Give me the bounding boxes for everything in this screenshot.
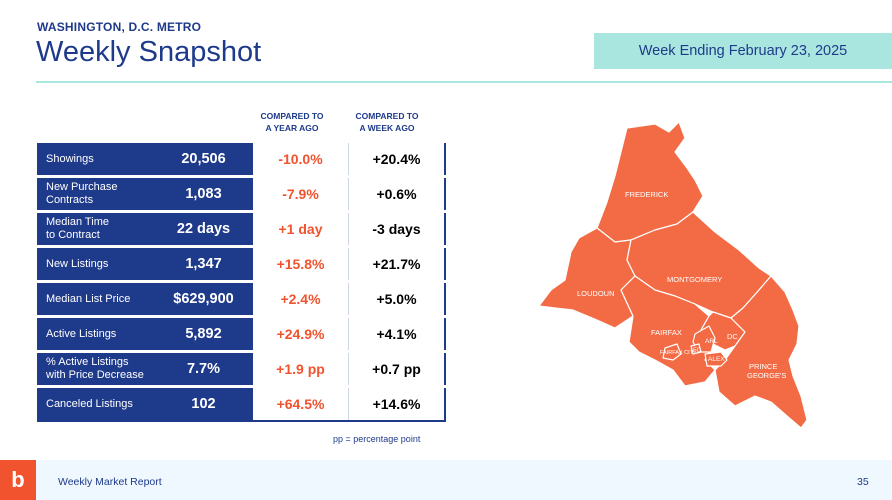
table-row: New Listings 1,347 +15.8% +21.7% bbox=[37, 246, 446, 283]
metric-value: 22 days bbox=[156, 211, 252, 248]
metric-label: Median Time to Contract bbox=[37, 211, 156, 248]
week-ending-text: Week Ending February 23, 2025 bbox=[638, 43, 848, 59]
week-over-week-change: +5.0% bbox=[348, 281, 446, 318]
metric-label: New Listings bbox=[37, 246, 156, 283]
year-over-year-change: +2.4% bbox=[251, 281, 349, 318]
year-ago-header-line1: COMPARED TO bbox=[260, 111, 324, 121]
year-over-year-change: +64.5% bbox=[251, 386, 349, 422]
table-row: Active Listings 5,892 +24.9% +4.1% bbox=[37, 316, 446, 353]
footnote: pp = percentage point bbox=[333, 434, 421, 444]
alexandria-label: ALEX bbox=[708, 356, 725, 363]
frederick-label: FREDERICK bbox=[625, 190, 668, 199]
metric-label-line1: New Listings bbox=[46, 257, 109, 270]
week-ago-header-line1: COMPARED TO bbox=[355, 111, 419, 121]
metric-label-line1: New Purchase bbox=[46, 181, 118, 193]
week-over-week-change: +20.4% bbox=[348, 143, 446, 178]
metric-value: 20,506 bbox=[156, 143, 252, 178]
fairfax-city-label: FAIRFAX CITY bbox=[660, 350, 697, 356]
footer-bar bbox=[0, 460, 892, 500]
metric-label: % Active Listings with Price Decrease bbox=[37, 351, 156, 388]
metric-label-line2: to Contract bbox=[46, 229, 100, 241]
metric-label: Showings bbox=[37, 143, 156, 178]
year-over-year-change: +24.9% bbox=[251, 316, 349, 353]
table-row: New Purchase Contracts 1,083 -7.9% +0.6% bbox=[37, 176, 446, 213]
week-ending-banner: Week Ending February 23, 2025 bbox=[594, 33, 892, 69]
metric-label-line1: Active Listings bbox=[46, 327, 117, 340]
week-over-week-change: -3 days bbox=[348, 211, 446, 248]
metric-value: 7.7% bbox=[156, 351, 252, 388]
alexandria-city-shape bbox=[704, 351, 728, 367]
week-over-week-change: +0.7 pp bbox=[348, 351, 446, 388]
table-row: Median Time to Contract 22 days +1 day -3… bbox=[37, 211, 446, 248]
metric-value: 102 bbox=[156, 386, 252, 422]
frederick-county-shape bbox=[596, 121, 704, 243]
week-over-week-change: +14.6% bbox=[348, 386, 446, 422]
year-over-year-change: -10.0% bbox=[251, 143, 349, 178]
metric-label-line1: Canceled Listings bbox=[46, 397, 133, 410]
week-ago-column-header: COMPARED TO A WEEK AGO bbox=[339, 110, 435, 134]
prince-georges-label-line2: GEORGE'S bbox=[747, 371, 786, 380]
loudoun-county-shape bbox=[538, 227, 636, 329]
year-over-year-change: +1 day bbox=[251, 211, 349, 248]
metric-value: 1,083 bbox=[156, 176, 252, 213]
page-title: Weekly Snapshot bbox=[36, 36, 262, 68]
prince-georges-county-shape bbox=[714, 275, 808, 429]
metric-value: 1,347 bbox=[156, 246, 252, 283]
week-over-week-change: +4.1% bbox=[348, 316, 446, 353]
week-over-week-change: +0.6% bbox=[348, 176, 446, 213]
metric-label-line1: Showings bbox=[46, 152, 94, 165]
page-number: 35 bbox=[857, 476, 869, 488]
metric-label-line1: % Active Listings bbox=[46, 356, 129, 368]
metric-label-line1: Median Time bbox=[46, 216, 109, 228]
montgomery-label: MONTGOMERY bbox=[667, 275, 722, 284]
year-ago-column-header: COMPARED TO A YEAR AGO bbox=[244, 110, 340, 134]
metric-label-line2: Contracts bbox=[46, 194, 94, 206]
metric-label: Canceled Listings bbox=[37, 386, 156, 422]
loudoun-label: LOUDOUN bbox=[577, 289, 615, 298]
table-row: % Active Listings with Price Decrease 7.7… bbox=[37, 351, 446, 388]
year-over-year-change: -7.9% bbox=[251, 176, 349, 213]
metric-label: Active Listings bbox=[37, 316, 156, 353]
region-map: FREDERICK LOUDOUN MONTGOMERY FAIRFAX FAI… bbox=[538, 121, 808, 429]
region-label: WASHINGTON, D.C. METRO bbox=[37, 20, 202, 34]
dc-label: DC bbox=[727, 332, 738, 341]
metrics-table: Showings 20,506 -10.0% +20.4% New Purcha… bbox=[37, 143, 446, 422]
metric-label: Median List Price bbox=[37, 281, 156, 318]
week-ago-header-line2: A WEEK AGO bbox=[359, 123, 415, 133]
table-row: Showings 20,506 -10.0% +20.4% bbox=[37, 143, 446, 178]
fairfax-city-shape bbox=[662, 343, 682, 361]
falls-church-label: FC bbox=[693, 348, 702, 354]
arlington-label: ARL bbox=[705, 338, 718, 345]
falls-church-shape bbox=[690, 343, 702, 355]
year-over-year-change: +1.9 pp bbox=[251, 351, 349, 388]
report-name: Weekly Market Report bbox=[58, 476, 162, 488]
brand-logo: b bbox=[0, 460, 36, 500]
year-over-year-change: +15.8% bbox=[251, 246, 349, 283]
metric-label-line1: Median List Price bbox=[46, 292, 131, 305]
metric-value: $629,900 bbox=[156, 281, 252, 318]
year-ago-header-line2: A YEAR AGO bbox=[265, 123, 319, 133]
table-row: Canceled Listings 102 +64.5% +14.6% bbox=[37, 386, 446, 422]
fairfax-label: FAIRFAX bbox=[651, 328, 682, 337]
metric-value: 5,892 bbox=[156, 316, 252, 353]
metric-label: New Purchase Contracts bbox=[37, 176, 156, 213]
header-divider bbox=[36, 81, 892, 83]
prince-georges-label-line1: PRINCE bbox=[749, 362, 777, 371]
table-row: Median List Price $629,900 +2.4% +5.0% bbox=[37, 281, 446, 318]
week-over-week-change: +21.7% bbox=[348, 246, 446, 283]
metric-label-line2: with Price Decrease bbox=[46, 369, 144, 381]
